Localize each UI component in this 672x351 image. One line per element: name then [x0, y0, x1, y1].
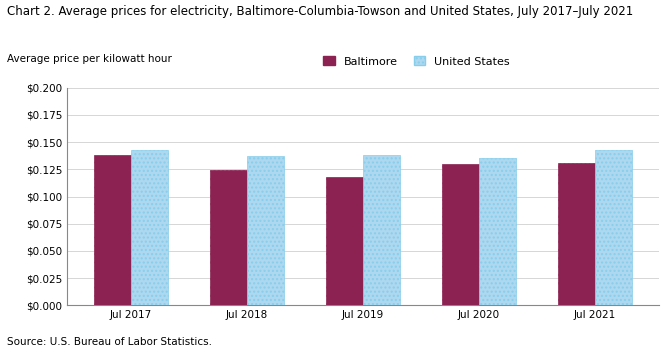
Bar — [595, 150, 632, 305]
Bar — [326, 177, 363, 305]
Text: Average price per kilowatt hour: Average price per kilowatt hour — [7, 54, 171, 64]
Bar — [247, 156, 284, 305]
Bar — [94, 155, 131, 305]
Bar — [478, 159, 516, 305]
Bar — [442, 164, 478, 305]
Bar — [210, 171, 247, 305]
Legend: Baltimore, United States: Baltimore, United States — [323, 57, 510, 67]
Text: Source: U.S. Bureau of Labor Statistics.: Source: U.S. Bureau of Labor Statistics. — [7, 338, 212, 347]
Bar — [363, 155, 400, 305]
Bar — [558, 163, 595, 305]
Bar — [131, 150, 168, 305]
Text: Chart 2. Average prices for electricity, Baltimore-Columbia-Towson and United St: Chart 2. Average prices for electricity,… — [7, 5, 633, 18]
